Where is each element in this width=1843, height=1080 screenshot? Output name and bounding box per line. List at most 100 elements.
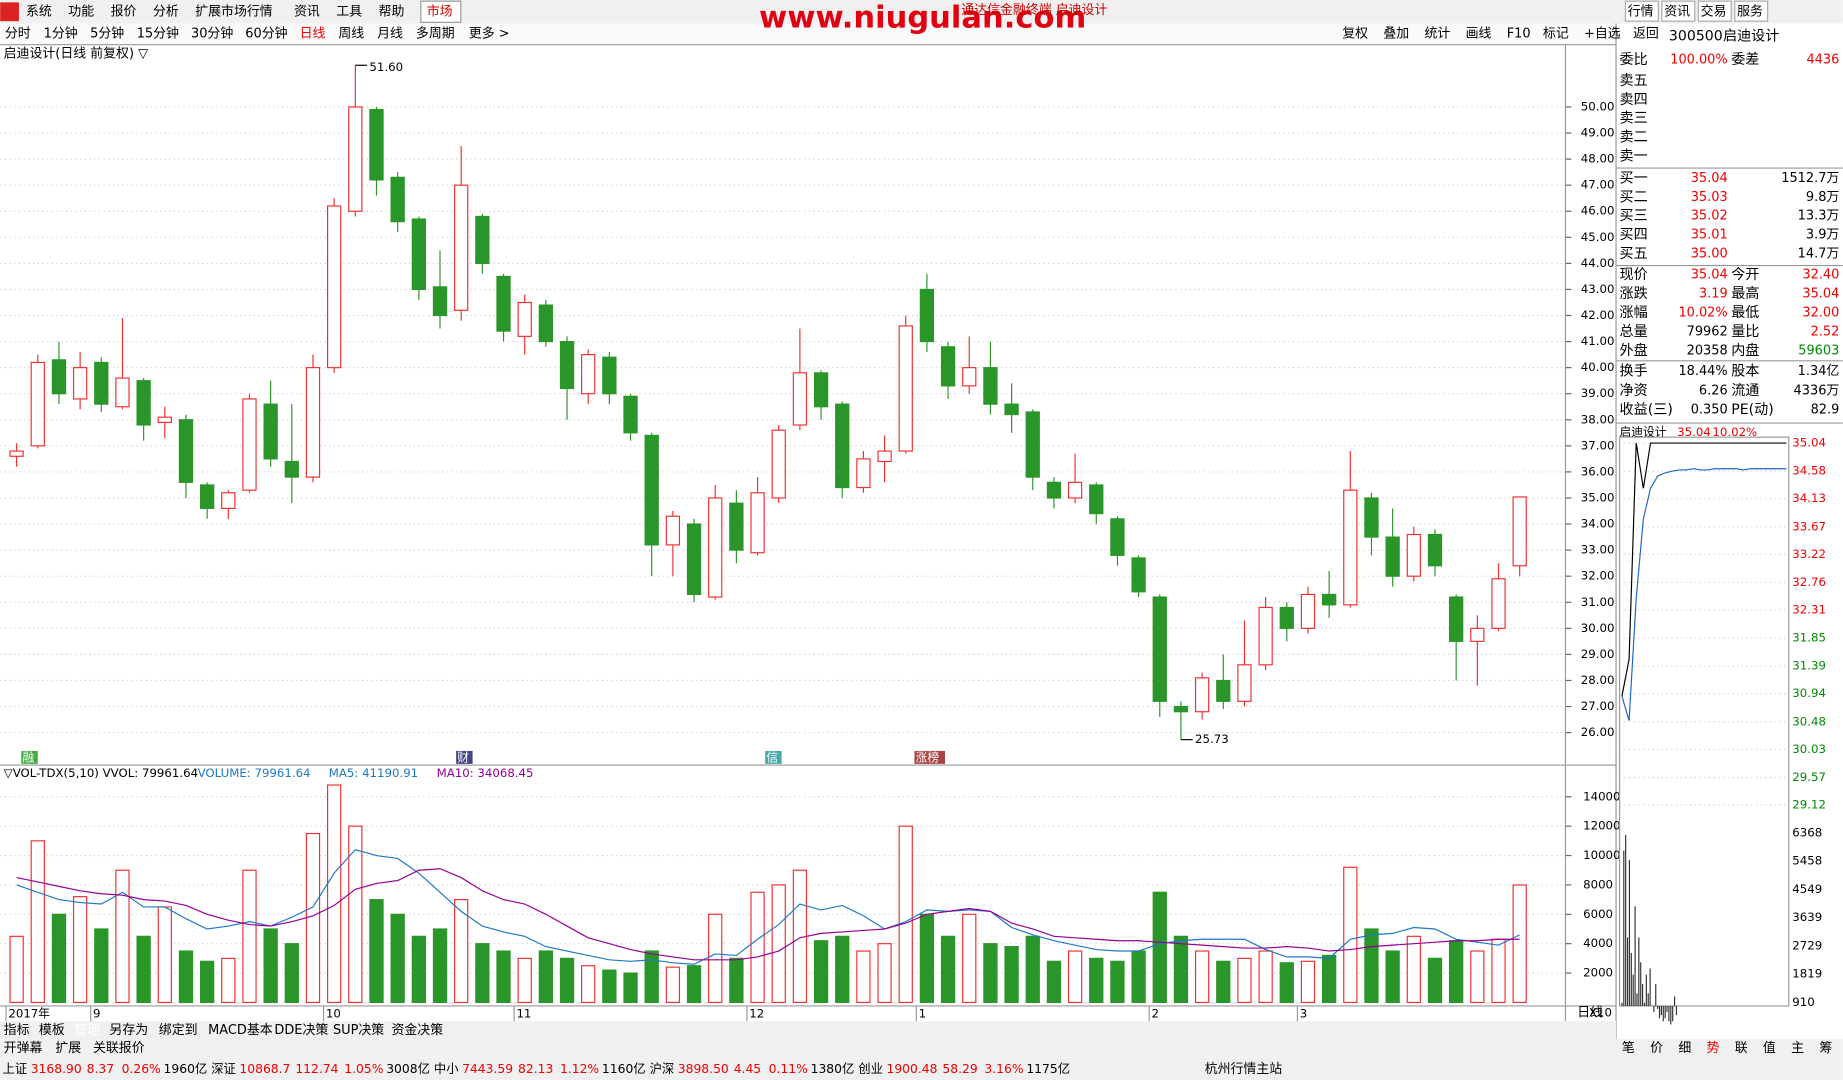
tab[interactable]: DDE决策 — [274, 1022, 328, 1038]
tab[interactable]: 关联报价 — [93, 1041, 145, 1056]
menu-item[interactable]: 系统 — [26, 4, 52, 19]
market-button[interactable] — [420, 0, 462, 23]
tab[interactable]: 绑定到 — [159, 1023, 198, 1038]
volume-bar — [919, 913, 935, 1004]
ma-line — [16, 868, 1520, 961]
period-button[interactable]: 30分钟 — [191, 26, 233, 42]
volume-bar — [454, 899, 469, 1004]
candle-body — [1194, 677, 1210, 713]
tool-button[interactable]: 画线 — [1466, 27, 1492, 42]
period-button[interactable]: 1分钟 — [44, 26, 78, 42]
status-field: 1380亿 — [811, 1061, 855, 1076]
top-button[interactable] — [1624, 0, 1659, 22]
intraday-line — [1621, 442, 1787, 697]
tool-button[interactable]: 复权 — [1342, 26, 1368, 42]
side-tab[interactable]: 联 — [1735, 1041, 1748, 1056]
status-field: 创业 — [858, 1062, 883, 1076]
period-button[interactable]: 分时 — [5, 27, 31, 42]
bid-label: 买四 — [1620, 227, 1648, 243]
menu-item[interactable]: 功能 — [68, 4, 94, 19]
candle-body — [454, 184, 469, 311]
stat-label: 现价 — [1620, 267, 1648, 283]
top-button[interactable] — [1697, 0, 1732, 22]
status-field: 10868.7 — [239, 1062, 290, 1076]
tool-button[interactable]: F10 — [1507, 27, 1531, 42]
tool-button[interactable]: 标记 — [1543, 27, 1569, 42]
tab[interactable]: 另存为 — [109, 1023, 148, 1038]
menu-item[interactable]: 资讯 — [294, 4, 320, 19]
top-button[interactable] — [1734, 0, 1769, 22]
tab[interactable]: MACD基本 — [208, 1023, 273, 1038]
event-tag-label[interactable]: 涨榜 — [916, 750, 940, 764]
tool-button[interactable]: +自选 — [1584, 27, 1621, 42]
status-field: 1900.48 — [887, 1062, 938, 1076]
period-button[interactable]: 月线 — [377, 27, 403, 42]
y-tick-label: 3639 — [1792, 910, 1822, 924]
event-tag[interactable] — [765, 750, 782, 764]
side-tab[interactable]: 筹 — [1819, 1040, 1832, 1056]
tool-button[interactable]: 统计 — [1424, 27, 1450, 42]
x-tick-label: 10 — [326, 1007, 341, 1021]
event-tag-label[interactable]: 财 — [457, 750, 469, 764]
tab[interactable]: 扩展 — [55, 1041, 81, 1056]
status-field: 0.26% — [122, 1062, 161, 1076]
period-button[interactable]: 60分钟 — [245, 26, 287, 42]
bid-price: 35.04 — [1691, 171, 1728, 186]
tool-button[interactable]: 叠加 — [1383, 27, 1409, 42]
side-tab[interactable]: 细 — [1678, 1041, 1691, 1056]
period-button[interactable]: 5分钟 — [90, 26, 124, 42]
indicator-label: ▽VOL-TDX(5,10) VVOL: 79961.64 — [4, 766, 198, 780]
event-tag[interactable] — [21, 750, 38, 764]
menu-item[interactable]: 分析 — [153, 4, 179, 19]
volume-bar — [1385, 950, 1400, 1004]
volume-bar — [432, 928, 448, 1004]
side-tab[interactable]: 值 — [1763, 1040, 1776, 1056]
side-tab[interactable]: 价 — [1650, 1041, 1663, 1056]
menu-item[interactable]: 工具 — [336, 4, 362, 19]
period-button[interactable]: 日线 — [300, 27, 326, 42]
event-tag-label[interactable]: 融 — [22, 750, 34, 764]
period-button[interactable]: 多周期 — [416, 27, 455, 42]
ask-label: 卖四 — [1620, 92, 1648, 108]
side-tab[interactable]: 主 — [1791, 1041, 1804, 1056]
volume-bar — [1089, 957, 1104, 1004]
event-tag[interactable] — [914, 750, 946, 764]
tab[interactable]: 开弹幕 — [4, 1041, 43, 1056]
y-tick-label: 31.00 — [1581, 595, 1615, 609]
candle-body — [729, 502, 744, 551]
top-button-label[interactable]: 交易 — [1701, 3, 1727, 19]
menu-item[interactable]: 扩展市场行情 — [195, 3, 273, 19]
candle-body — [1491, 578, 1506, 629]
side-tab[interactable]: 笔 — [1622, 1040, 1635, 1056]
menu-item[interactable]: 报价 — [111, 4, 137, 19]
candle-body — [962, 367, 977, 387]
tool-button[interactable]: 返回 — [1633, 27, 1659, 42]
tab[interactable]: 指标 — [4, 1023, 30, 1038]
event-tag[interactable] — [456, 750, 473, 764]
side-tab[interactable]: 势 — [1707, 1040, 1720, 1056]
market-button-label[interactable]: 市场 — [427, 3, 453, 19]
tab[interactable]: 资金决策 — [391, 1022, 443, 1038]
period-button[interactable]: 更多 > — [469, 27, 510, 42]
status-field: 58.29 — [942, 1062, 977, 1076]
top-button-label[interactable]: 行情 — [1628, 4, 1654, 19]
ask-label: 卖二 — [1620, 129, 1648, 145]
top-button-label[interactable]: 资讯 — [1664, 4, 1690, 19]
candle-body — [665, 515, 681, 546]
stat-label: 今开 — [1731, 267, 1759, 283]
period-button[interactable]: 周线 — [338, 27, 364, 42]
y-tick-label: 14000 — [1583, 789, 1620, 803]
tab[interactable]: 管理 — [74, 1023, 100, 1038]
top-button[interactable] — [1661, 0, 1696, 22]
period-button[interactable]: 15分钟 — [137, 26, 179, 42]
candle-body — [835, 403, 850, 489]
candle-body — [136, 380, 151, 426]
tab[interactable]: 模板 — [39, 1023, 65, 1038]
y-tick-label: 33.22 — [1792, 547, 1826, 561]
status-field: 1.05% — [344, 1062, 383, 1076]
candle-body — [1364, 497, 1379, 538]
tab[interactable]: SUP决策 — [333, 1022, 384, 1038]
menu-item[interactable]: 帮助 — [379, 4, 405, 19]
top-button-label[interactable]: 服务 — [1737, 3, 1763, 19]
event-tag-label[interactable]: 信 — [766, 750, 778, 764]
